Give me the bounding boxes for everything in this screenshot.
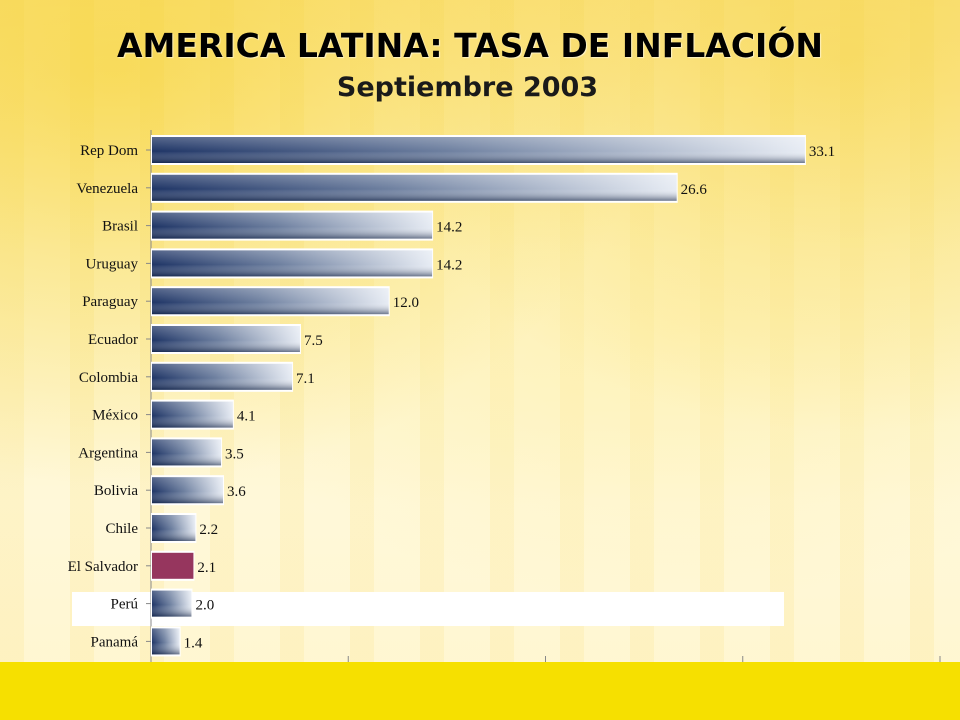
chart-subtitle: Septiembre 2003: [336, 72, 599, 103]
category-label: Uruguay: [86, 256, 139, 272]
chart-title: AMERICA LATINA: TASA DE INFLACIÓN: [117, 26, 823, 65]
bar-row: Perú 2.0: [111, 588, 214, 619]
bar-shading: [152, 288, 389, 315]
bar-shading: [152, 212, 433, 239]
value-label: 2.2: [199, 522, 218, 538]
value-label: 26.6: [681, 182, 708, 198]
bar-highlighted: [152, 552, 194, 579]
value-label: 3.5: [225, 446, 244, 462]
category-label: Rep Dom: [80, 143, 138, 159]
category-label: Brasil: [102, 219, 138, 235]
value-label: 14.2: [436, 257, 462, 273]
category-label: Chile: [106, 521, 139, 537]
value-label: 2.0: [195, 598, 214, 614]
bar-shading: [152, 515, 196, 541]
bar-row: Chile 2.2: [106, 513, 218, 543]
bar-shading: [152, 250, 433, 277]
value-label: 1.4: [184, 635, 203, 651]
category-label: Venezuela: [76, 181, 138, 197]
value-label: 2.1: [197, 560, 216, 576]
category-label: Panamá: [91, 634, 139, 650]
bar-row: Panamá 1.4: [91, 626, 203, 657]
value-label: 7.5: [304, 333, 323, 349]
category-label: México: [92, 408, 138, 424]
bar-row: Paraguay 12.0: [82, 286, 419, 317]
value-label: 14.2: [436, 220, 462, 236]
bar-shading: [152, 439, 222, 466]
category-label: Colombia: [79, 370, 139, 386]
bar-shading: [152, 363, 293, 390]
category-label: Paraguay: [82, 294, 138, 310]
bar-row: Venezuela 26.6: [76, 172, 708, 203]
category-label: Ecuador: [88, 332, 138, 348]
value-label: 33.1: [809, 144, 835, 160]
bar-row: Brasil 14.2: [102, 210, 462, 241]
bar-shading: [152, 477, 224, 504]
bar-shading: [152, 401, 233, 428]
category-label: Bolivia: [94, 483, 139, 499]
bar-row: El Salvador 2.1: [68, 550, 216, 581]
bar-shading: [152, 590, 192, 617]
bar-shading: [152, 137, 805, 163]
bar-row: Rep Dom 33.1: [80, 135, 835, 165]
bar-row: Bolivia 3.6: [94, 475, 246, 506]
bar-row: Uruguay 14.2: [86, 248, 462, 279]
category-label: Argentina: [78, 445, 138, 461]
value-label: 4.1: [237, 409, 256, 425]
bar-shading: [152, 174, 677, 201]
bar-row: Ecuador 7.5: [88, 324, 323, 354]
value-label: 3.6: [227, 484, 246, 500]
bar-row: Argentina 3.5: [78, 437, 244, 468]
category-label: Perú: [111, 597, 139, 613]
bar-row: México 4.1: [92, 399, 256, 430]
value-label: 12.0: [393, 295, 419, 311]
category-label: El Salvador: [68, 559, 138, 575]
bar-shading: [152, 628, 180, 655]
bottom-band: [0, 662, 960, 720]
value-label: 7.1: [296, 371, 315, 387]
bar-row: Colombia 7.1: [79, 361, 315, 392]
bar-shading: [152, 326, 300, 352]
